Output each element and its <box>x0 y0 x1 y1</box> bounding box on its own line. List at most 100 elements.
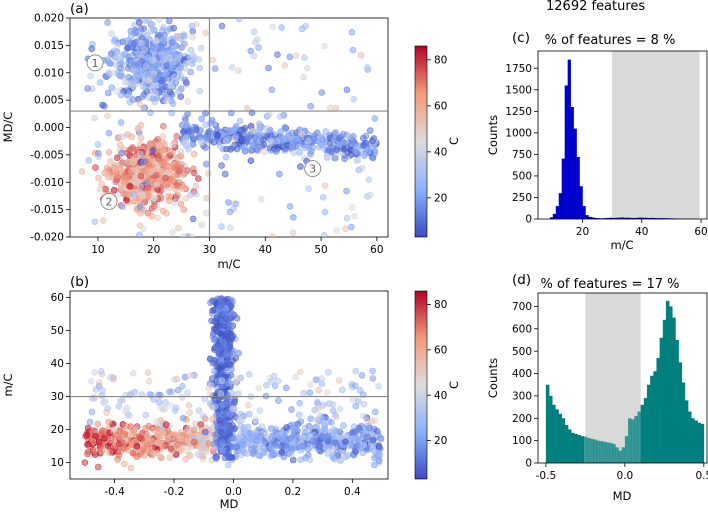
panel-b-point <box>307 415 315 423</box>
panel-a-point <box>169 61 176 69</box>
panel-b-point <box>275 397 282 404</box>
panel-b-point <box>291 426 298 433</box>
panel-b-y-tick-label: 60 <box>51 292 64 304</box>
panel-b-point <box>337 457 345 464</box>
panel-a-point <box>190 150 198 158</box>
panel-a-point <box>267 137 275 145</box>
panel-a-point <box>141 46 148 54</box>
panel-a-point <box>250 28 258 36</box>
panel-b-point <box>202 448 209 456</box>
panel-a-point <box>183 133 190 141</box>
panel-b-point <box>166 454 173 461</box>
panel-a-point <box>232 133 240 140</box>
panel-b-y-tick-label: 20 <box>51 424 64 436</box>
panel-b-point <box>223 298 231 306</box>
panel-b-point <box>179 382 186 390</box>
panel-b-point <box>288 406 295 413</box>
panel-a-point <box>288 142 296 150</box>
panel-a-point <box>292 135 299 142</box>
panel-a-point <box>144 54 152 62</box>
panel-a-point <box>343 187 350 195</box>
panel-b-point <box>307 381 314 388</box>
panel-b-x-tick-label: 0.4 <box>344 486 361 498</box>
panel-a-point <box>181 170 188 177</box>
panel-b-point <box>300 389 307 397</box>
panel-a-annotations: 1 2 3 <box>86 54 322 210</box>
panel-b-point <box>116 397 124 405</box>
panel-a-y-tick-label: -0.015 <box>30 204 64 216</box>
panel-b-point <box>127 464 135 472</box>
panel-b-point <box>184 389 191 397</box>
panel-b-point <box>97 367 105 375</box>
panel-b-point <box>227 371 235 379</box>
panel-a-point <box>241 124 249 132</box>
panel-b-y-tick-label: 30 <box>51 391 64 403</box>
panel-a-point <box>162 174 169 182</box>
panel-b-point <box>239 447 246 454</box>
panel-c-frame <box>537 50 708 220</box>
panel-d-bar <box>694 420 698 463</box>
panel-b-point <box>369 436 377 444</box>
panel-a-point <box>166 18 173 25</box>
panel-b-point <box>110 426 118 433</box>
panel-a-point <box>149 20 157 28</box>
panel-a-point <box>323 153 331 160</box>
panel-a-point <box>170 73 178 81</box>
panel-a-point <box>348 138 356 145</box>
panel-a-point <box>313 129 321 137</box>
panel-a-point <box>105 149 113 156</box>
panel-b-point <box>219 447 227 454</box>
panel-c-x-tick-label: 60 <box>694 226 707 238</box>
panel-d-bar <box>672 317 676 463</box>
panel-b-point <box>306 433 314 440</box>
panel-a-point <box>317 134 325 142</box>
panel-c-bar <box>582 206 586 219</box>
panel-c-y-tick-label: 0 <box>525 214 532 226</box>
panel-c-x-tick-label: 20 <box>576 226 589 238</box>
panel-b-point <box>154 439 162 447</box>
panel-c-bar <box>561 158 565 219</box>
panel-d-bar <box>593 439 597 463</box>
panel-c: (c) % of features = 8 % 20 40 60 0 250 500 75… <box>486 30 708 252</box>
panel-a-point <box>163 210 170 217</box>
panel-b-point <box>162 421 170 428</box>
panel-b-x-tick-label: 0.2 <box>285 486 302 498</box>
panel-a-point <box>128 133 136 141</box>
panel-a-point <box>150 194 158 201</box>
panel-a-y-ticks: -0.020 -0.015 -0.010 -0.005 0.000 0.005 0.010 0… <box>30 13 70 244</box>
panel-a-point <box>107 50 115 58</box>
panel-a-point <box>120 38 128 45</box>
panel-a-point <box>326 104 334 112</box>
panel-b-point <box>299 442 306 450</box>
panel-a-point <box>95 174 102 182</box>
panel-a-point <box>174 154 181 162</box>
panel-b-point <box>187 452 194 460</box>
panel-a-point <box>123 149 131 157</box>
panel-c-bar <box>588 216 592 219</box>
panel-a-point <box>143 180 150 187</box>
panel-a-point <box>365 176 373 183</box>
panel-a-point <box>351 212 358 220</box>
colorbar-tick-label: 80 <box>434 299 447 311</box>
panel-b-point <box>296 399 304 407</box>
panel-a-y-tick-label: 0.005 <box>34 95 64 107</box>
colorbar-tick-label: 40 <box>434 146 447 158</box>
panel-c-y-tick-label: 1750 <box>505 63 532 75</box>
panel-a-y-tick-label: 0.015 <box>34 40 64 52</box>
panel-a-point <box>197 133 204 141</box>
panel-a-point <box>117 58 124 65</box>
panel-b-point <box>305 422 313 430</box>
panel-d-bar <box>669 306 673 463</box>
panel-a-point <box>104 19 111 26</box>
panel-b-point <box>253 433 261 440</box>
panel-c-x-tick-label: 40 <box>635 226 648 238</box>
panel-a-annotation-label: 3 <box>309 163 316 176</box>
panel-a-point <box>244 135 251 142</box>
panel-a-point <box>155 155 162 163</box>
panel-b-point <box>194 450 202 458</box>
panel-b-point <box>173 375 181 383</box>
panel-a-point <box>181 32 188 40</box>
panel-b-point <box>228 434 236 442</box>
panel-b-point <box>129 369 137 377</box>
panel-b-point <box>220 401 227 409</box>
